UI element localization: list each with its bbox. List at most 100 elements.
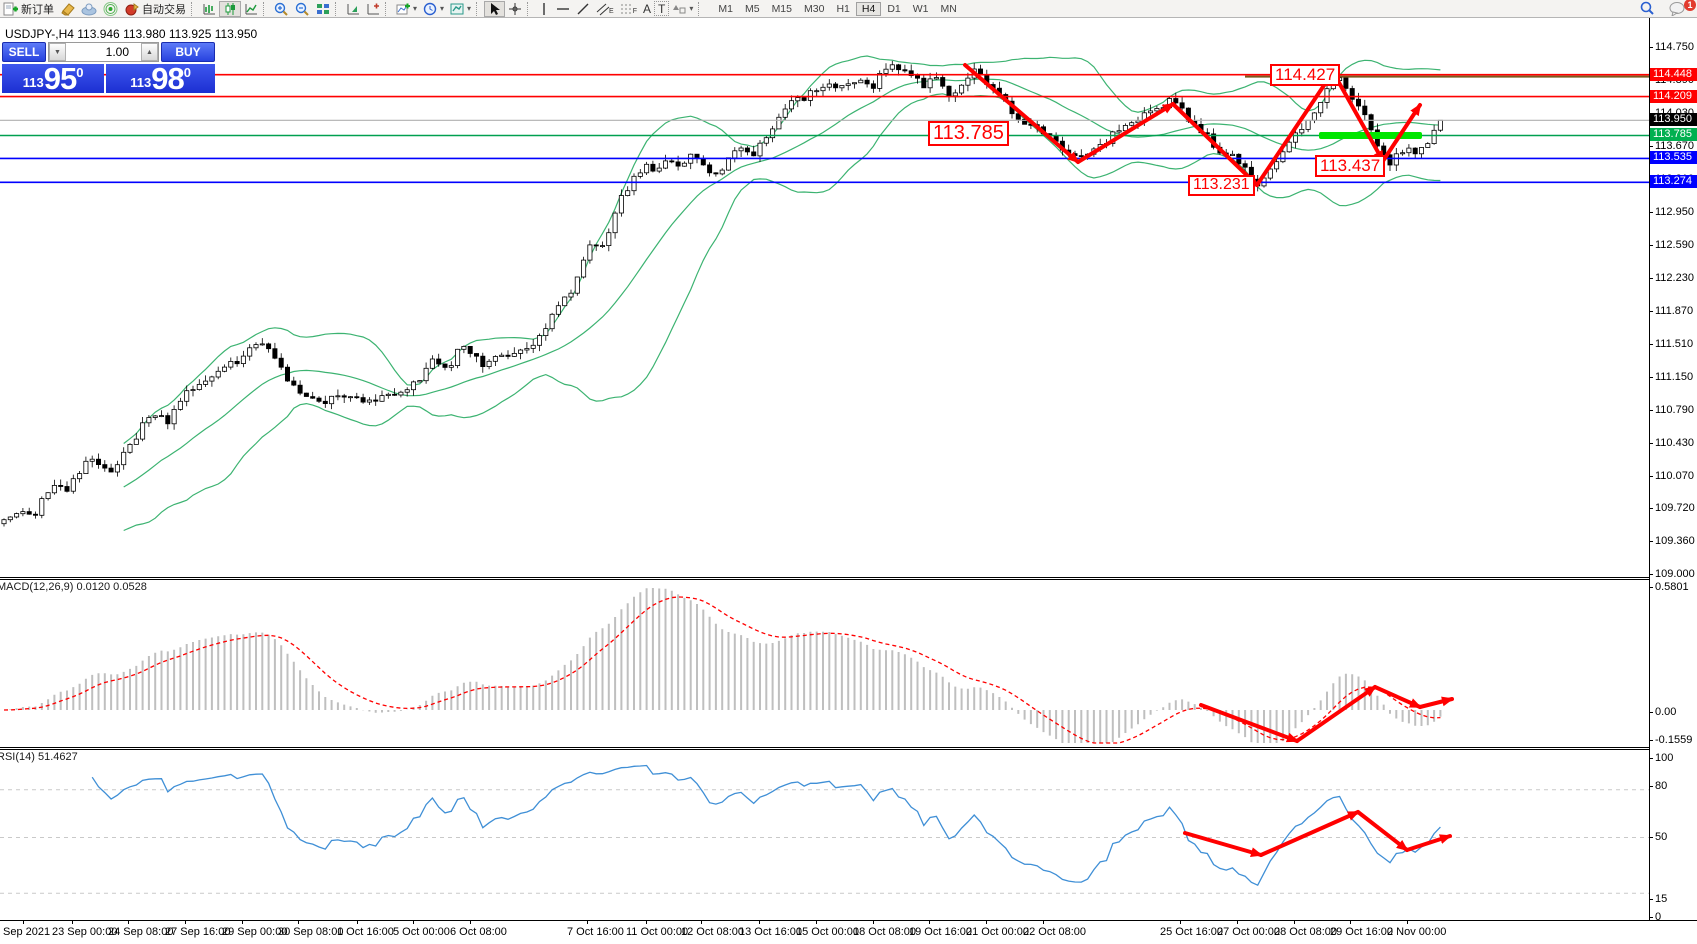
vertical-line-tool[interactable] — [535, 1, 553, 17]
time-scale-label: 27 Oct 00:00 — [1217, 921, 1280, 938]
pane-separator — [0, 749, 1697, 750]
timeframe-toolbar: M1 M5 M15 M30 H1 H4 D1 W1 MN — [712, 1, 962, 16]
price-scale-tick: 15 — [1648, 893, 1668, 905]
line-tools-group: E F A T ▾ — [535, 1, 696, 17]
price-scale-tick: 111.150 — [1648, 371, 1694, 383]
macd-indicator-pane[interactable] — [0, 580, 1649, 747]
timeframe-h4-button[interactable]: H4 — [855, 1, 882, 16]
rsi-line — [91, 764, 1441, 887]
rsi-indicator-pane[interactable] — [0, 750, 1649, 919]
price-annotation: 113.437 — [1315, 155, 1386, 177]
objects-window-button[interactable] — [363, 1, 383, 17]
price-chart-pane[interactable] — [0, 17, 1649, 577]
shapes-icon — [673, 4, 686, 13]
timeframe-h1-button[interactable]: H1 — [836, 2, 850, 15]
fibonacci-tool[interactable]: F — [617, 1, 640, 17]
horizontal-line-icon — [557, 7, 570, 10]
drawing-tools-group — [484, 0, 525, 17]
eraser-button[interactable] — [57, 1, 78, 17]
indicator-group: ▾ ▾ ▾ — [393, 1, 474, 17]
price-annotation: 114.427 — [1270, 64, 1341, 86]
volume-up-button[interactable]: ▲ — [141, 43, 158, 61]
tile-windows-button[interactable] — [313, 1, 333, 17]
down-candles — [26, 64, 1418, 516]
trendline-icon — [577, 3, 589, 14]
new-order-button[interactable]: 新订单 — [0, 1, 57, 17]
signal-icon — [103, 1, 118, 16]
price-annotation: 113.785 — [928, 121, 1009, 146]
timeframe-m15-button[interactable]: M15 — [771, 2, 792, 15]
timeframe-m1-button[interactable]: M1 — [718, 2, 733, 15]
time-scale-label: 11 Oct 00:00 — [626, 921, 689, 938]
time-scale-label: 25 Oct 16:00 — [1160, 921, 1223, 938]
bar-chart-button[interactable] — [199, 1, 219, 17]
sell-button[interactable]: SELL — [2, 42, 46, 62]
zoom-out-button[interactable] — [292, 1, 313, 17]
search-button[interactable] — [1636, 1, 1658, 17]
dropdown-caret-icon: ▾ — [440, 4, 445, 13]
period-button[interactable]: ▾ — [420, 1, 447, 17]
candlestick-chart-icon — [225, 2, 235, 15]
channel-icon — [596, 3, 610, 15]
price-badge: 113.535 — [1650, 151, 1697, 165]
price-scale-tick: 110.790 — [1649, 404, 1694, 416]
price-scale-tick: 112.950 — [1649, 206, 1694, 218]
sell-price[interactable]: 113 95 0 — [2, 63, 105, 94]
buy-button[interactable]: BUY — [161, 42, 215, 62]
chat-bubble-icon — [1669, 2, 1685, 16]
text-tool[interactable]: A — [640, 1, 654, 17]
price-scale[interactable]: 114.750114.390114.030113.670113.310112.9… — [1648, 17, 1697, 923]
timeframe-m30-button[interactable]: M30 — [804, 2, 825, 15]
equidistant-channel-tool[interactable]: E — [593, 1, 617, 17]
horizontal-line-tool[interactable] — [553, 1, 573, 17]
price-scale-tick: 0.00 — [1648, 706, 1677, 718]
candlestick-chart-button[interactable] — [219, 0, 241, 17]
label-tool[interactable]: T — [654, 1, 670, 16]
toolbar-separator — [191, 1, 197, 16]
macd-histogram — [9, 588, 1442, 743]
time-scale-label: 2 Nov 00:00 — [1387, 921, 1447, 938]
line-chart-button[interactable] — [241, 1, 261, 17]
timeframe-mn-button[interactable]: MN — [940, 2, 957, 15]
tile-windows-icon — [317, 3, 329, 14]
add-indicator-button[interactable]: ▾ — [393, 1, 420, 17]
one-click-trading-panel: SELL ▼ ▲ BUY 113 95 0 113 98 0 — [2, 42, 215, 94]
indicator-window-button[interactable] — [343, 1, 363, 17]
price-scale-tick: 0.5801 — [1649, 581, 1689, 593]
signal-button[interactable] — [100, 1, 121, 17]
buy-price[interactable]: 113 98 0 — [106, 63, 215, 94]
zoom-out-icon — [295, 2, 309, 16]
price-scale-tick: -0.1559 — [1648, 734, 1693, 746]
chart-type-group — [199, 0, 261, 17]
text-tool-letter: A — [643, 1, 652, 16]
buy-price-sup: 0 — [183, 65, 191, 80]
volume-input[interactable] — [66, 43, 141, 61]
chat-button[interactable]: 1 — [1666, 0, 1696, 17]
pane-separator[interactable] — [0, 747, 1697, 748]
time-scale[interactable]: Sep 2021 23 Sep 00:00 24 Sep 08:00 27 Sep 1… — [0, 920, 1697, 944]
autotrade-button[interactable]: 自动交易 — [121, 1, 189, 17]
dropdown-caret-icon: ▾ — [413, 4, 418, 13]
time-scale-label: 19 Oct 16:00 — [909, 921, 972, 938]
bar-chart-icon — [203, 3, 215, 14]
trendline-tool[interactable] — [573, 1, 593, 17]
publisher-button[interactable] — [78, 1, 100, 17]
vertical-line-icon — [543, 2, 545, 15]
pane-separator[interactable] — [0, 577, 1697, 578]
timeframe-d1-button[interactable]: D1 — [887, 2, 901, 15]
template-button[interactable]: ▾ — [447, 1, 474, 17]
template-icon — [450, 3, 464, 14]
zoom-in-button[interactable] — [271, 1, 292, 17]
fibo-letter: F — [632, 8, 637, 15]
buy-price-small: 113 — [130, 75, 152, 90]
crosshair-button[interactable] — [505, 1, 525, 17]
timeframe-m5-button[interactable]: M5 — [744, 2, 760, 15]
volume-down-button[interactable]: ▼ — [49, 43, 66, 61]
time-scale-label: 23 Sep 00:00 — [52, 921, 118, 938]
timeframe-w1-button[interactable]: W1 — [912, 2, 929, 15]
shapes-tool[interactable]: ▾ — [669, 1, 696, 17]
cursor-button[interactable] — [484, 0, 506, 17]
time-scale-label: 13 Oct 16:00 — [739, 921, 802, 938]
price-scale-tick: 109.000 — [1649, 568, 1695, 581]
